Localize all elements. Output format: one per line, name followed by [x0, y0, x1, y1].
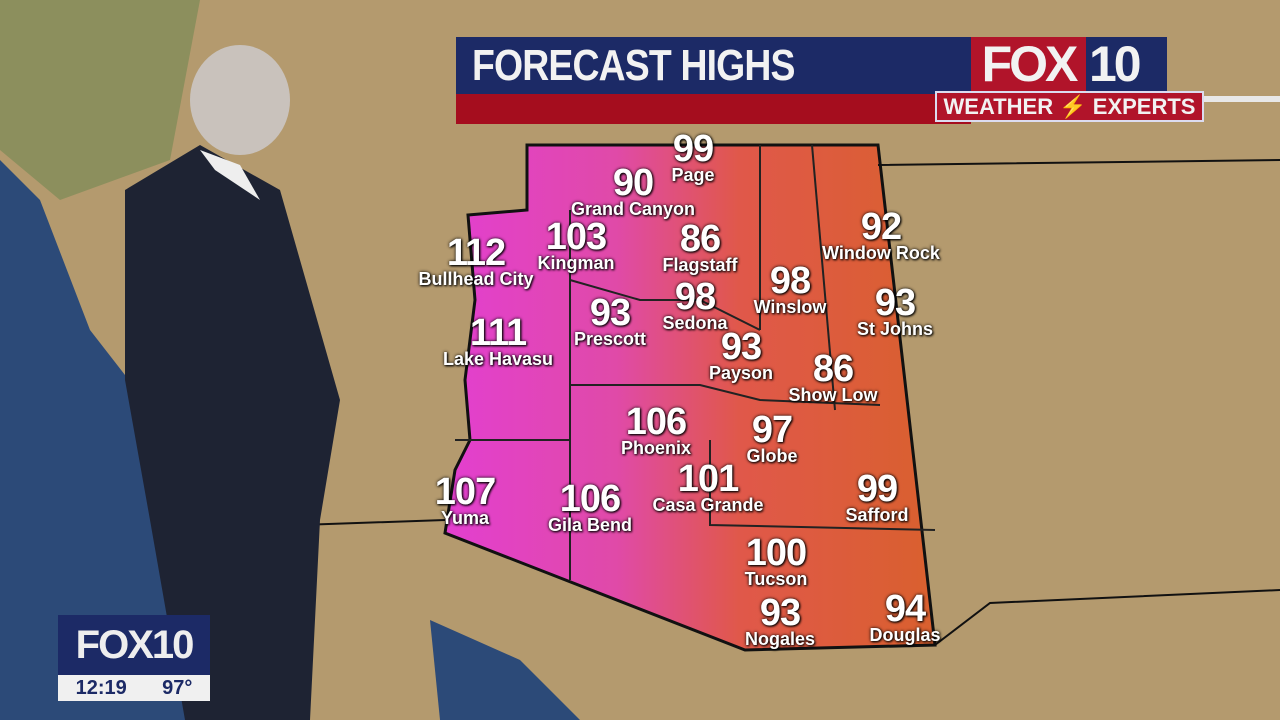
city-label: 98 Winslow	[754, 262, 827, 316]
city-name: Payson	[708, 363, 774, 383]
city-name: Prescott	[573, 329, 647, 349]
city-temp: 93	[874, 282, 916, 324]
city-name: Kingman	[537, 253, 615, 273]
city-temp: 103	[545, 216, 607, 258]
city-temp: 107	[434, 471, 496, 513]
city-label: 86 Flagstaff	[662, 220, 737, 274]
city-temp: 92	[860, 206, 902, 248]
logo-number: 10	[1089, 36, 1142, 92]
city-label: 101 Casa Grande	[652, 460, 763, 514]
city-temp: 93	[720, 326, 762, 368]
city-temp: 99	[856, 468, 898, 510]
city-label: 100 Tucson	[745, 534, 808, 588]
city-temp: 101	[677, 458, 739, 500]
city-label: 103 Kingman	[537, 218, 614, 272]
city-label: 93 Prescott	[574, 294, 646, 348]
weather-experts-badge: WEATHER ⚡ EXPERTS	[935, 91, 1204, 122]
city-label: 106 Gila Bend	[548, 480, 632, 534]
bug-logo: FOX10	[58, 615, 210, 675]
city-name: Yuma	[440, 508, 490, 528]
city-temp: 93	[589, 292, 631, 334]
city-label: 107 Yuma	[434, 471, 496, 528]
city-label: 92 Window Rock	[822, 208, 940, 262]
city-temp: 97	[751, 409, 793, 451]
bug-temp: 97°	[162, 676, 193, 699]
city-temp: 106	[559, 478, 621, 520]
title-banner: FORECAST HIGHS	[456, 37, 971, 124]
fox10-logo: FOX 10	[971, 37, 1167, 92]
city-name: Phoenix	[620, 438, 692, 458]
city-temp: 98	[769, 260, 811, 302]
station-bug: FOX10 12:19 97°	[58, 615, 210, 701]
city-label: 93 Nogales	[745, 594, 815, 648]
city-label: 112 Bullhead City	[418, 234, 533, 288]
city-name: Safford	[845, 505, 909, 525]
city-temp: 99	[672, 128, 714, 170]
banner-rule	[1204, 96, 1280, 102]
green-coast	[0, 0, 200, 200]
city-label: 93 Payson	[709, 328, 773, 382]
city-temp: 98	[674, 276, 716, 318]
city-temp: 94	[884, 588, 926, 630]
page-title: FORECAST HIGHS	[472, 41, 795, 90]
city-temp: 106	[625, 401, 687, 443]
lightning-icon: ⚡	[1059, 94, 1087, 119]
city-name: Globe	[746, 446, 798, 466]
city-label: 106 Phoenix	[621, 403, 691, 457]
city-name: Casa Grande	[652, 495, 764, 515]
tagline-right: EXPERTS	[1092, 94, 1196, 119]
city-name: Show Low	[788, 385, 878, 405]
city-name: Page	[671, 165, 715, 185]
city-label: 86 Show Low	[789, 350, 878, 404]
city-label: 111 Lake Havasu	[443, 314, 553, 368]
bug-time: 12:19	[75, 676, 127, 699]
city-name: Grand Canyon	[570, 199, 696, 219]
city-name: Tucson	[744, 569, 808, 589]
logo-fox: FOX	[971, 37, 1086, 92]
presenter	[125, 45, 340, 720]
city-temp: 86	[812, 348, 854, 390]
city-temp: 90	[612, 162, 654, 204]
city-temp: 93	[759, 592, 801, 634]
city-label: 94 Douglas	[869, 590, 940, 644]
city-label: 98 Sedona	[662, 278, 727, 332]
city-name: Nogales	[744, 629, 816, 649]
city-temp: 86	[679, 218, 721, 260]
city-name: Window Rock	[822, 243, 940, 263]
city-name: Bullhead City	[418, 269, 534, 289]
city-name: Flagstaff	[662, 255, 738, 275]
city-temp: 111	[469, 312, 527, 354]
city-name: St Johns	[856, 319, 934, 339]
ocean-gulf	[430, 620, 580, 720]
city-label: 99 Safford	[846, 470, 909, 524]
tagline-left: WEATHER	[943, 94, 1054, 119]
city-name: Winslow	[753, 297, 827, 317]
city-name: Lake Havasu	[442, 349, 554, 369]
city-label: 93 St Johns	[857, 284, 933, 338]
city-label: 97 Globe	[746, 411, 797, 465]
nm-border	[299, 159, 1280, 646]
city-name: Gila Bend	[547, 515, 633, 535]
arizona-state	[443, 143, 937, 652]
city-name: Douglas	[869, 625, 941, 645]
county-lines	[455, 144, 936, 580]
city-temp: 112	[446, 232, 506, 274]
city-label: 90 Grand Canyon	[571, 164, 695, 218]
city-label: 99 Page	[671, 130, 714, 184]
city-name: Sedona	[662, 313, 728, 333]
city-temp: 100	[745, 532, 807, 574]
